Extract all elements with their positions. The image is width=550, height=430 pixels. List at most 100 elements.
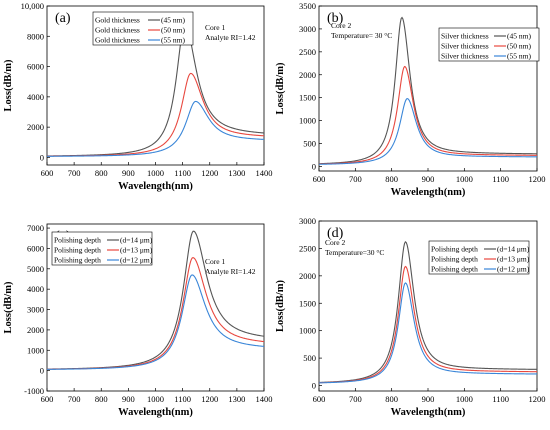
legend-entry-name: Silver thickness: [441, 42, 489, 51]
legend-entry-param: (d=13 μm): [120, 246, 153, 255]
annotation: Core 2: [325, 238, 345, 247]
x-tick-label: 900: [122, 168, 135, 178]
y-tick-label: 6000: [27, 62, 44, 72]
y-tick-label: 0: [40, 152, 44, 162]
y-tick-label: 1500: [299, 298, 316, 308]
panel-a: 600 700 800 900 1000 1100 1200 1300 1400 0 2000 400…: [3, 1, 273, 192]
y-tick-label: 3000: [27, 305, 44, 315]
legend-entry-param: (45 nm): [507, 32, 531, 41]
y-tick-label: 0: [312, 381, 316, 391]
x-tick-label: 900: [422, 394, 435, 404]
series-line: [319, 65, 537, 165]
y-tick-label: 3500: [299, 1, 316, 11]
legend-entry-name: Silver thickness: [441, 32, 489, 41]
legend-box: [92, 11, 194, 46]
y-tick-label: 1000: [27, 345, 44, 355]
x-tick-label: 1100: [174, 168, 191, 178]
legend-entry-name: Polishing depth: [54, 236, 101, 245]
series-line: [47, 72, 264, 157]
series-line: [319, 241, 537, 383]
x-tick-label: 1000: [147, 394, 164, 404]
legend-entry-param: (d=12 μm): [497, 265, 530, 274]
series-line: [319, 282, 537, 384]
x-tick-label: 1400: [256, 168, 273, 178]
y-tick-label: 6000: [27, 243, 44, 253]
x-tick-label: 1300: [228, 168, 245, 178]
legend-entry-name: Polishing depth: [54, 256, 101, 265]
series-line: [47, 274, 264, 370]
legend-entry-name: Polishing depth: [431, 265, 478, 274]
y-axis-label: Loss(dB/m): [275, 62, 286, 114]
x-tick-label: 1100: [492, 174, 509, 184]
x-tick-label: 1200: [201, 394, 218, 404]
y-tick-label: 4000: [27, 284, 44, 294]
legend-entry-param: (d=13 μm): [497, 255, 530, 264]
annotation: Analyte RI=1.42: [205, 33, 256, 42]
legend-entry-name: Polishing depth: [431, 255, 478, 264]
annotation: Core 2: [331, 21, 351, 30]
legend-entry-name: Polishing depth: [431, 245, 478, 254]
y-tick-label: 1000: [299, 326, 316, 336]
x-tick-label: 800: [385, 174, 398, 184]
x-tick-label: 1200: [529, 174, 546, 184]
x-tick-label: 1100: [174, 394, 191, 404]
legend-entry-name: Silver thickness: [441, 52, 489, 61]
x-tick-label: 1200: [529, 394, 546, 404]
y-tick-label: 1500: [299, 93, 316, 103]
y-axis-label: Loss(dB/m): [3, 281, 14, 333]
y-tick-label: 3000: [299, 24, 316, 34]
x-axis-label: Wavelength(nm): [391, 407, 466, 418]
panel-label: (b): [327, 11, 344, 26]
x-tick-label: 700: [349, 394, 362, 404]
x-tick-label: 600: [41, 168, 54, 178]
x-tick-label: 1000: [456, 394, 473, 404]
x-tick-label: 1000: [456, 174, 473, 184]
x-axis-label: Wavelength(nm): [118, 181, 193, 192]
x-axis-label: Wavelength(nm): [118, 407, 193, 418]
x-tick-label: 800: [95, 394, 108, 404]
series-line: [319, 98, 537, 165]
legend-entry-param: (d=14 μm): [120, 236, 153, 245]
legend-entry-name: Gold thickness: [95, 36, 140, 45]
series-line: [319, 265, 537, 384]
y-tick-label: 7000: [27, 223, 44, 233]
annotation: Core 1: [205, 23, 225, 32]
y-tick-label: 0: [40, 366, 44, 376]
y-tick-label: 2500: [299, 243, 316, 253]
y-tick-label: 1000: [299, 116, 316, 126]
legend-box: [428, 240, 530, 275]
x-tick-label: 1000: [147, 168, 164, 178]
legend-entry-param: (45 nm): [161, 16, 185, 25]
x-tick-label: 600: [41, 394, 54, 404]
y-tick-label: 2000: [299, 271, 316, 281]
y-tick-label: 2000: [27, 122, 44, 132]
y-tick-label: 2500: [299, 47, 316, 57]
annotation: Temperature= 30 °C: [331, 31, 392, 40]
x-tick-label: 1200: [201, 168, 218, 178]
legend-box: [51, 231, 153, 266]
x-axis-label: Wavelength(nm): [391, 187, 466, 198]
annotation: Core 1: [205, 257, 225, 266]
panel-d: 600 700 800 900 1000 1100 1200 0 500 1000 1500 2000…: [275, 216, 546, 418]
y-tick-label: 8000: [27, 31, 44, 41]
legend-entry-param: (50 nm): [161, 26, 185, 35]
x-tick-label: 1400: [256, 394, 273, 404]
legend-entry-name: Gold thickness: [95, 16, 140, 25]
legend-entry-name: Gold thickness: [95, 26, 140, 35]
legend-box: [438, 27, 540, 62]
y-tick-label: 4000: [27, 92, 44, 102]
legend-entry-param: (55 nm): [161, 36, 185, 45]
annotation: Analyte RI=1.42: [205, 267, 256, 276]
y-tick-label: 0: [312, 161, 316, 171]
y-axis-label: Loss(dB/m): [275, 280, 286, 332]
y-tick-label: 500: [303, 139, 316, 149]
legend-entry-param: (d=14 μm): [497, 245, 530, 254]
y-tick-label: 2000: [27, 325, 44, 335]
y-tick-label: 5000: [27, 264, 44, 274]
x-tick-label: 600: [313, 174, 326, 184]
x-tick-label: 800: [385, 394, 398, 404]
x-tick-label: 900: [122, 394, 135, 404]
panel-label: (a): [55, 11, 71, 26]
x-tick-label: 700: [68, 168, 81, 178]
